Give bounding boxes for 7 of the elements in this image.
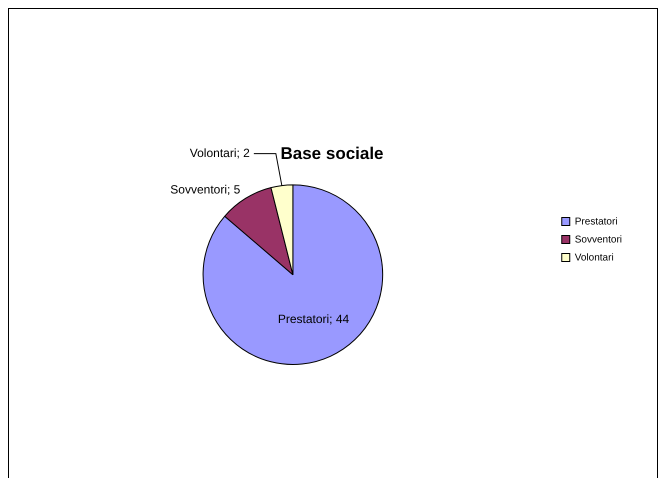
legend-label: Prestatori xyxy=(574,216,618,228)
data-label: Volontari; 2 xyxy=(190,146,250,160)
legend-label: Volontari xyxy=(574,252,614,264)
chart-title: Base sociale xyxy=(280,144,384,163)
legend-label: Sovventori xyxy=(574,234,622,246)
data-label: Sovventori; 5 xyxy=(170,182,241,197)
data-label: Prestatori; 44 xyxy=(278,312,350,326)
